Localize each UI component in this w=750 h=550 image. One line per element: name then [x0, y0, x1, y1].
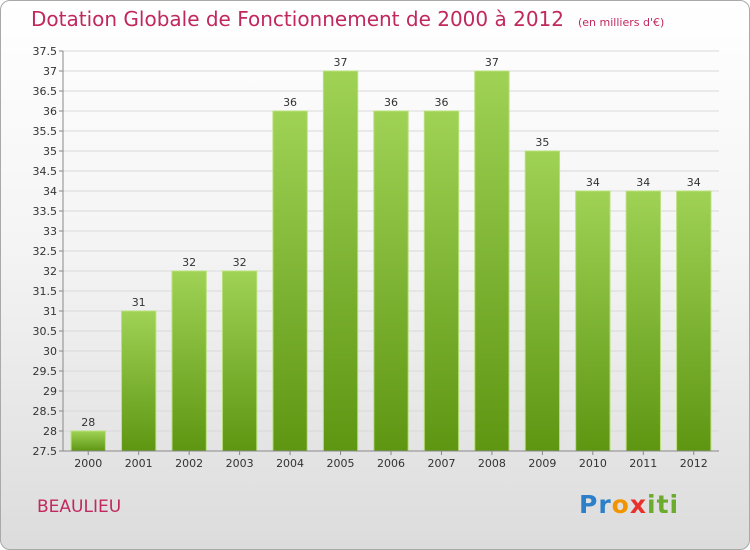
y-tick-label: 31 [43, 305, 57, 318]
y-tick-label: 36 [43, 105, 57, 118]
commune-name: BEAULIEU [37, 497, 122, 517]
chart-title: Dotation Globale de Fonctionnement de 20… [31, 7, 564, 31]
bar [676, 190, 712, 452]
bar [474, 70, 510, 452]
bar [272, 110, 308, 452]
bar-value-label: 36 [384, 96, 398, 109]
bar-value-label: 34 [586, 176, 600, 189]
bar-value-label: 34 [687, 176, 701, 189]
bar [373, 110, 409, 452]
axes: 27.5 28 28.5 29 29.5 30 30.5 31 31.5 32 32.5 33 33.5… [33, 45, 719, 470]
y-tick-label: 35.5 [33, 125, 58, 138]
x-tick-label: 2005 [327, 457, 355, 470]
x-tick-label: 2010 [579, 457, 607, 470]
bar [171, 270, 207, 452]
x-tick-label: 2006 [377, 457, 405, 470]
y-tick-label: 32 [43, 265, 57, 278]
bar [70, 430, 106, 452]
y-tick-label: 34 [43, 185, 57, 198]
proxiti-logo: Proxiti [579, 490, 680, 519]
x-tick-label: 2007 [427, 457, 455, 470]
bar [625, 190, 661, 452]
y-tick-label: 29 [43, 385, 57, 398]
x-tick-label: 2009 [528, 457, 556, 470]
y-tick-label: 36.5 [33, 85, 58, 98]
y-tick-label: 28.5 [33, 405, 58, 418]
x-tick-label: 2003 [226, 457, 254, 470]
x-tick-label: 2008 [478, 457, 506, 470]
bar-value-label: 37 [485, 56, 499, 69]
bar-value-label: 36 [283, 96, 297, 109]
y-tick-label: 29.5 [33, 365, 58, 378]
y-tick-label: 34.5 [33, 165, 58, 178]
bar [322, 70, 359, 452]
y-tick-label: 37 [43, 65, 57, 78]
bar [221, 270, 258, 452]
bar-value-label: 34 [636, 176, 650, 189]
y-tick-label: 28 [43, 425, 57, 438]
bar-value-label: 31 [132, 296, 146, 309]
bar-value-label: 36 [434, 96, 448, 109]
bar [121, 310, 157, 452]
x-tick-label: 2000 [74, 457, 102, 470]
y-tick-label: 27.5 [33, 445, 58, 458]
y-tick-label: 30 [43, 345, 57, 358]
x-tick-label: 2001 [125, 457, 153, 470]
bar [575, 190, 611, 452]
bar-value-label: 35 [535, 136, 549, 149]
y-tick-label: 32.5 [33, 245, 58, 258]
bar-value-label: 32 [233, 256, 247, 269]
bar-value-label: 28 [81, 416, 95, 429]
y-tick-label: 33.5 [33, 205, 58, 218]
y-tick-label: 37.5 [33, 45, 58, 58]
bar [524, 150, 561, 452]
bar-value-label: 37 [334, 56, 348, 69]
bar-value-label: 32 [182, 256, 196, 269]
y-tick-label: 31.5 [33, 285, 58, 298]
x-tick-label: 2011 [629, 457, 657, 470]
x-tick-label: 2012 [680, 457, 708, 470]
bar [423, 110, 460, 452]
y-tick-label: 35 [43, 145, 57, 158]
bars: 28 31 32 32 36 37 36 36 37 35 34 34 34 [70, 56, 712, 452]
y-tick-label: 33 [43, 225, 57, 238]
y-tick-label: 30.5 [33, 325, 58, 338]
chart-subtitle: (en milliers d'€) [578, 16, 665, 29]
x-tick-label: 2004 [276, 457, 304, 470]
chart-title-block: Dotation Globale de Fonctionnement de 20… [31, 7, 664, 31]
x-tick-label: 2002 [175, 457, 203, 470]
